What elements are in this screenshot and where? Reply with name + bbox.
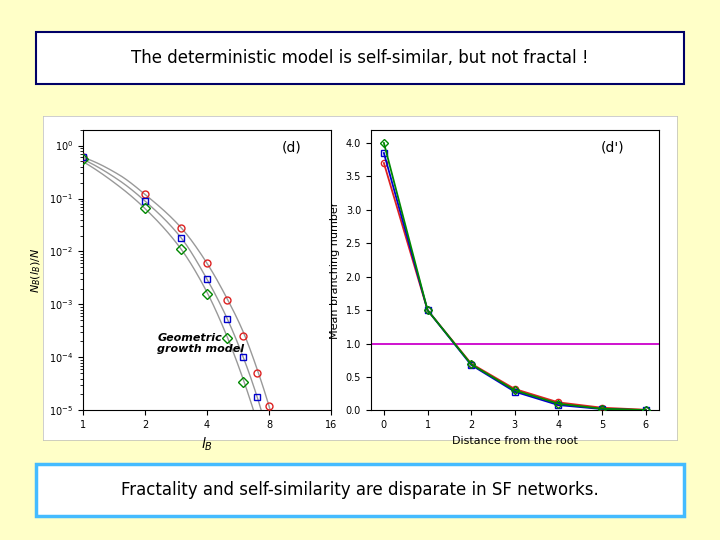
X-axis label: $l_B$: $l_B$ bbox=[201, 436, 213, 453]
FancyBboxPatch shape bbox=[36, 32, 684, 84]
Text: Fractality and self-similarity are disparate in SF networks.: Fractality and self-similarity are dispa… bbox=[121, 481, 599, 499]
Text: (d'): (d') bbox=[600, 141, 624, 155]
Y-axis label: $N_B(l_B)/N$: $N_B(l_B)/N$ bbox=[30, 247, 43, 293]
Text: Geometric
growth model: Geometric growth model bbox=[157, 333, 245, 354]
Y-axis label: Mean branching number: Mean branching number bbox=[330, 201, 340, 339]
Text: The deterministic model is self-similar, but not fractal !: The deterministic model is self-similar,… bbox=[131, 49, 589, 67]
Text: (d): (d) bbox=[282, 141, 302, 155]
X-axis label: Distance from the root: Distance from the root bbox=[452, 436, 577, 446]
FancyBboxPatch shape bbox=[36, 464, 684, 516]
